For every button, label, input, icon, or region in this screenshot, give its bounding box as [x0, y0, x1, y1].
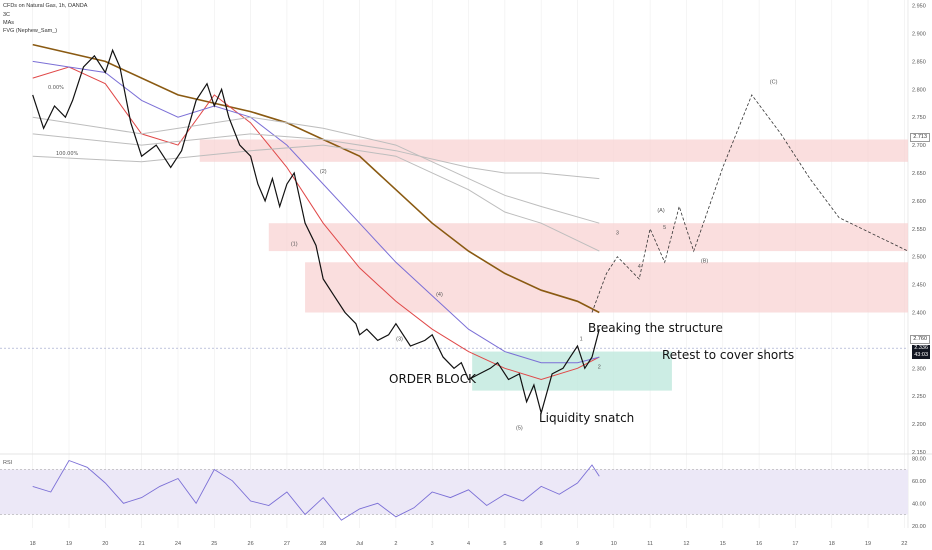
wave-label: 4	[638, 264, 641, 270]
rsi-label: RSI	[3, 460, 13, 466]
rsi-tick-label: 80.00	[912, 456, 926, 462]
wave-label: (B)	[701, 258, 709, 264]
symbol-title: CFDs on Natural Gas, 1h, OANDA	[3, 3, 88, 9]
x-tick-label: 27	[284, 541, 290, 547]
x-tick-label: 3	[431, 541, 434, 547]
rsi-band	[0, 469, 908, 515]
wave-label: (5)	[516, 426, 523, 432]
indicator-label[interactable]: FVG (Nephew_Sam_)	[3, 28, 58, 34]
x-tick-label: 21	[139, 541, 145, 547]
price-tick-label: 2.200	[912, 422, 926, 428]
rsi-panel: RSI	[0, 459, 908, 521]
countdown-badge: 43:03	[912, 352, 930, 359]
x-tick-label: 26	[248, 541, 254, 547]
price-tick-label: 2.600	[912, 199, 926, 205]
x-tick-label: 19	[865, 541, 871, 547]
order-block-zone	[472, 351, 672, 391]
x-tick-label: 19	[66, 541, 72, 547]
indicator-label[interactable]: 3C	[3, 12, 11, 18]
price-tick-label: 2.550	[912, 227, 926, 233]
wave-label: 5	[663, 225, 666, 231]
fib-100-label: 100.00%	[56, 151, 79, 157]
rsi-tick-label: 40.00	[912, 501, 926, 507]
fib-0-label: 0.00%	[48, 85, 64, 91]
wave-label: (C)	[770, 80, 778, 86]
price-tick-label: 2.950	[912, 4, 926, 10]
fvg-zone	[268, 223, 908, 252]
annotation-breaking-structure: Breaking the structure	[588, 321, 723, 335]
price-tick-label: 2.400	[912, 310, 926, 316]
rsi-line	[32, 459, 600, 521]
projection-path	[591, 94, 909, 313]
projection-line	[591, 94, 909, 313]
x-tick-label: 16	[756, 541, 762, 547]
price-tick-label: 2.650	[912, 171, 926, 177]
annotation-retest: Retest to cover shorts	[662, 348, 795, 362]
price-series	[32, 48, 600, 416]
x-tick-label: Jul	[356, 541, 363, 547]
annotation-liquidity: Liquidity snatch	[539, 411, 635, 425]
wave-label: 1	[580, 336, 583, 342]
price-tick-label: 2.750	[912, 115, 926, 121]
x-tick-label: 10	[611, 541, 617, 547]
price-badge-2760: 2.760	[910, 335, 930, 344]
price-tick-label: 2.700	[912, 143, 926, 149]
x-tick-label: 18	[30, 541, 36, 547]
price-tick-label: 2.800	[912, 87, 926, 93]
moving-average-line	[32, 133, 600, 180]
wave-label: (A)	[657, 208, 665, 214]
price-tick-label: 2.450	[912, 283, 926, 289]
fvg-zone	[305, 262, 908, 313]
x-tick-label: 11	[647, 541, 653, 547]
price-tick-label: 2.900	[912, 31, 926, 37]
fvg-zone	[199, 139, 908, 162]
price-tick-label: 2.850	[912, 59, 926, 65]
price-tick-label: 2.250	[912, 394, 926, 400]
x-tick-label: 15	[720, 541, 726, 547]
x-tick-label: 25	[211, 541, 217, 547]
moving-average-line	[32, 144, 600, 252]
x-tick-label: 8	[540, 541, 543, 547]
annotation-order-block: ORDER BLOCK	[389, 372, 476, 386]
price-line	[32, 48, 600, 416]
wave-label: (2)	[320, 169, 327, 175]
price-tick-label: 2.150	[912, 450, 926, 456]
last-price-badge: 2.336	[912, 345, 930, 352]
price-tick-label: 2.300	[912, 366, 926, 372]
wave-label: (3)	[396, 336, 403, 342]
wave-label: 3	[616, 230, 619, 236]
x-tick-label: 20	[102, 541, 108, 547]
wave-label: (4)	[436, 292, 443, 298]
x-tick-label: 18	[829, 541, 835, 547]
x-tick-label: 4	[467, 541, 470, 547]
wave-label: (1)	[291, 242, 298, 248]
wave-label: 2	[598, 364, 601, 370]
x-tick-label: 24	[175, 541, 181, 547]
price-badge-2713: 2.713	[910, 133, 930, 142]
x-tick-label: 2	[394, 541, 397, 547]
x-tick-label: 12	[683, 541, 689, 547]
moving-average-line	[32, 43, 600, 314]
indicator-label[interactable]: MAs	[3, 20, 14, 26]
wave-labels: (2) (1) (3) (4) (5) 3 4 (A) 5 (B) (C) 2 1	[291, 80, 778, 432]
moving-average-line	[32, 60, 600, 364]
fvg-zones	[0, 139, 908, 391]
x-tick-label: 22	[901, 541, 907, 547]
rsi-tick-label: 20.00	[912, 524, 926, 530]
x-tick-label: 5	[503, 541, 506, 547]
rsi-tick-label: 60.00	[912, 479, 926, 485]
x-tick-label: 9	[576, 541, 579, 547]
x-tick-label: 17	[792, 541, 798, 547]
moving-averages	[32, 43, 600, 381]
price-tick-label: 2.500	[912, 255, 926, 261]
moving-average-line	[32, 116, 600, 224]
x-tick-label: 28	[320, 541, 326, 547]
